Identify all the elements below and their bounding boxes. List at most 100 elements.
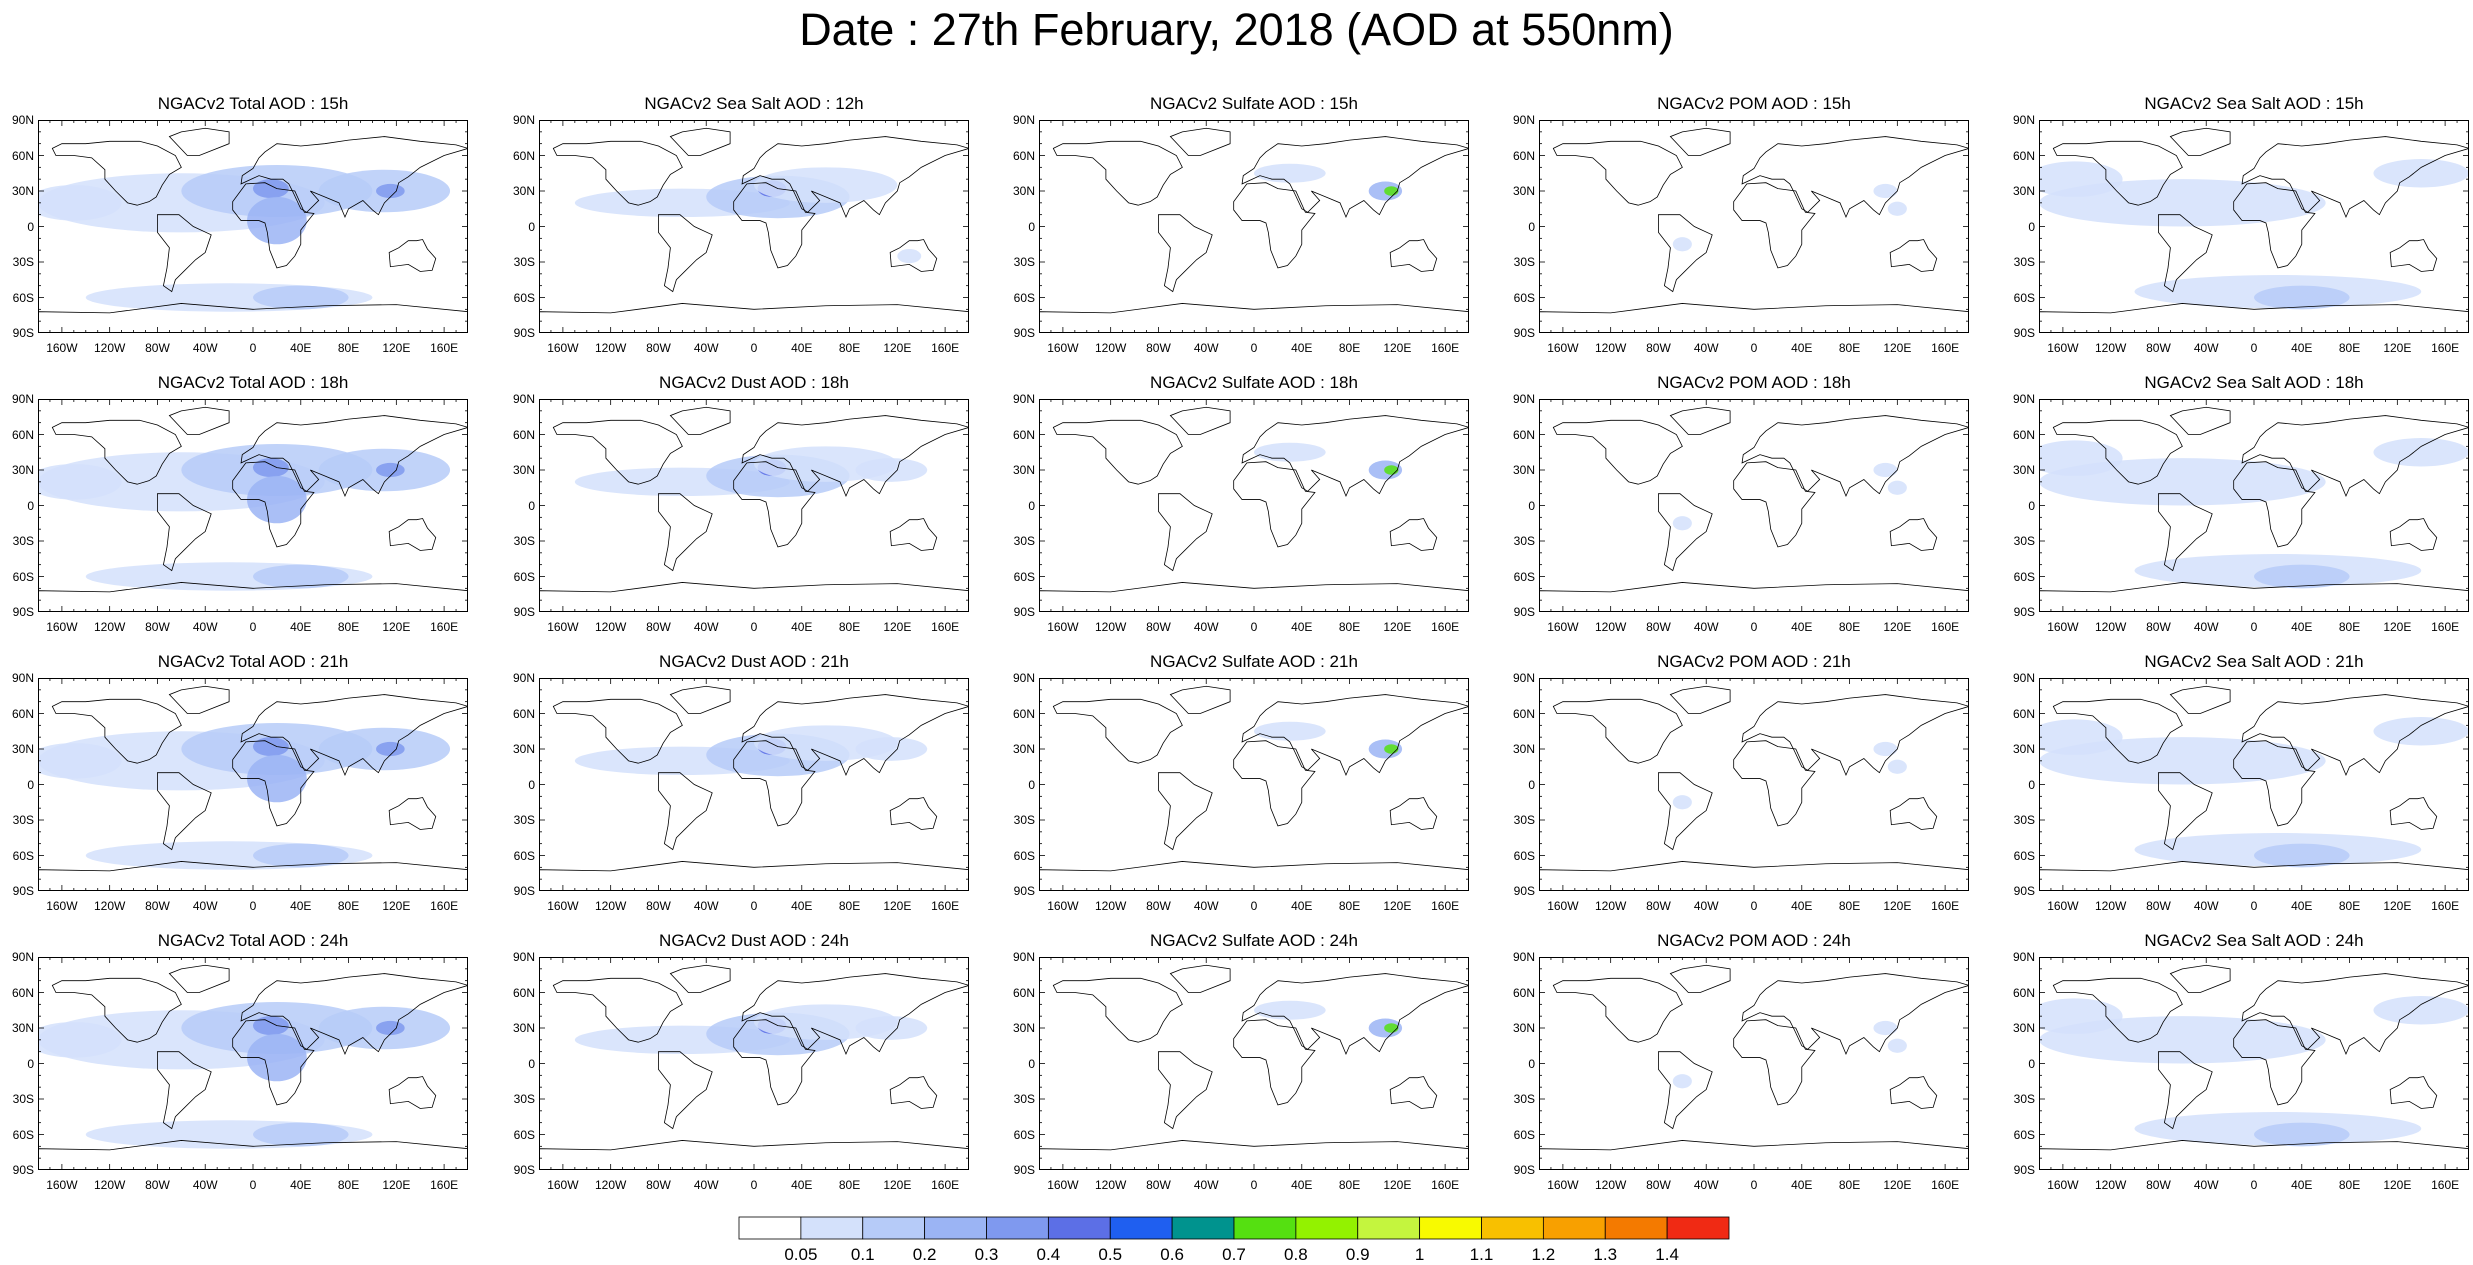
lon-tick-label: 80W [145,899,170,913]
continent-outline-eurasia [240,694,468,777]
continent-outline-greenland [1169,127,1231,156]
lon-tick-label: 80E [1838,620,1861,634]
lat-tick-label: 30S [2013,534,2035,548]
lon-tick-label: 0 [249,620,257,634]
lat-tick-label: 30S [12,813,34,827]
continent-outline-samerica [2158,214,2213,293]
continent-outline-antarctica [2039,582,2469,612]
colorbar-label: 0.8 [1284,1245,1308,1264]
lat-tick-label: 30S [1513,1092,1535,1106]
lat-tick-label: 0 [27,219,34,234]
lat-tick-label: 60N [1513,985,1536,1000]
colorbar-box [1542,1216,1606,1240]
lat-tick-label: 90N [513,392,536,406]
lat-tick-label: 60S [12,290,34,305]
lon-tick-label: 40W [693,341,719,355]
aod-field [247,196,307,245]
continent-outline-australia [889,518,938,551]
lat-tick-label: 0 [1028,498,1035,513]
lon-tick-label: 80W [145,341,170,355]
lat-tick-label: 90S [513,605,535,619]
lat-tick-label: 30N [12,742,35,756]
lon-tick-label: 120E [382,620,411,634]
lat-tick-label: 30N [513,1021,536,1035]
lon-tick-label: 40E [791,1178,813,1192]
continent-outline-australia [1889,1076,1938,1109]
continent-outline-antarctica [539,582,969,612]
lat-tick-label: 90N [1513,950,1536,964]
panel-title: NGACv2 Sea Salt AOD : 21h [2144,652,2364,671]
colorbar-box [1171,1216,1235,1240]
lon-tick-label: 40E [1791,620,1813,634]
colorbar-box [1295,1216,1359,1240]
lon-tick-label: 160W [1547,899,1579,913]
lon-tick-label: 120E [382,1178,411,1192]
continent-outline-australia [388,797,437,830]
aod-field [1254,1000,1326,1020]
lon-tick-label: 40W [1193,620,1219,634]
continent-outline-eurasia [240,415,468,498]
aod-map [2039,957,2469,1170]
panel-title: NGACv2 Sea Salt AOD : 18h [2144,373,2364,392]
lon-tick-label: 120W [2094,899,2127,913]
panel-title: NGACv2 POM AOD : 18h [1657,373,1851,392]
panel-title: NGACv2 Dust AOD : 24h [659,931,849,950]
continent-outline-antarctica [38,582,468,612]
lat-tick-label: 60N [513,985,536,1000]
lat-tick-label: 60N [1013,148,1036,163]
lat-tick-label: 0 [27,1056,34,1071]
continent-outline-eurasia [741,694,969,777]
lon-tick-label: 160W [2047,620,2079,634]
continent-outline-namerica [2052,977,2183,1043]
lon-tick-label: 40E [290,620,312,634]
lon-tick-label: 160W [1047,1178,1079,1192]
continent-outline-samerica [1658,493,1713,572]
colorbar-box [1109,1216,1173,1240]
continent-outline-namerica [51,419,182,485]
lon-tick-label: 120E [883,899,912,913]
lon-tick-label: 160E [2431,899,2460,913]
colorbar-label: 0.1 [850,1245,875,1264]
lat-tick-label: 90S [1513,884,1535,898]
lat-tick-label: 60N [1013,985,1036,1000]
continent-outline-antarctica [2039,1140,2469,1170]
continent-outline-greenland [168,685,230,714]
lat-tick-label: 60S [2013,1127,2035,1142]
aod-field [1873,741,1898,757]
lon-tick-label: 80E [1338,620,1361,634]
lat-tick-label: 0 [1528,498,1535,513]
lon-tick-label: 120W [1094,620,1127,634]
lon-tick-label: 40E [791,620,813,634]
lon-tick-label: 120W [1094,899,1127,913]
lon-tick-label: 0 [750,1178,758,1192]
colorbar-label: 0.9 [1345,1245,1370,1264]
lon-tick-label: 80E [2338,341,2361,355]
continent-outline-africa [1733,182,1816,269]
lon-tick-label: 120W [594,620,627,634]
lon-tick-label: 80E [838,341,861,355]
continent-outline-namerica [552,977,683,1043]
lat-tick-label: 0 [1028,219,1035,234]
lat-tick-label: 60S [2013,569,2035,584]
aod-field [897,248,922,264]
lon-tick-label: 160E [430,341,459,355]
continent-outline-antarctica [1539,1140,1969,1170]
figure-title: Date : 27th February, 2018 (AOD at 550nm… [799,4,1674,55]
aod-field [2254,1122,2350,1147]
lat-tick-label: 90N [1013,671,1036,685]
panel-title: NGACv2 POM AOD : 15h [1657,94,1851,113]
lon-tick-label: 160W [547,899,579,913]
lat-tick-label: 60S [1013,290,1035,305]
lat-tick-label: 30N [1013,1021,1036,1035]
continent-outline-antarctica [539,303,969,333]
lon-tick-label: 120E [1883,1178,1912,1192]
panel-title: NGACv2 Sulfate AOD : 24h [1150,931,1358,950]
lat-tick-label: 0 [2028,1056,2035,1071]
lon-tick-label: 40E [791,899,813,913]
lat-tick-label: 30N [1513,463,1536,477]
lon-tick-label: 0 [249,1178,257,1192]
lat-tick-label: 30N [1013,742,1036,756]
lon-tick-label: 160E [1431,1178,1460,1192]
continent-outline-namerica [1052,140,1183,206]
